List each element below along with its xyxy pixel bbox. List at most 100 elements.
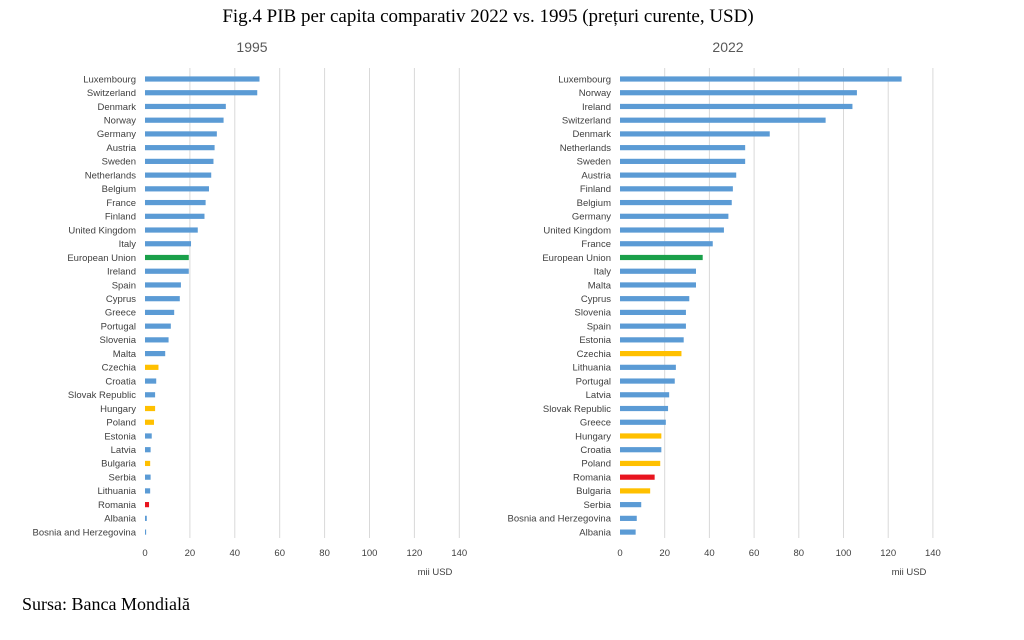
bar-finland (620, 186, 733, 192)
category-label: Switzerland (87, 88, 136, 99)
bar-poland (145, 419, 154, 425)
category-label: Bosnia and Herzegovina (32, 527, 136, 538)
chart-subtitle: 2022 (712, 39, 743, 55)
x-axis-label: mii USD (892, 567, 927, 578)
bar-slovenia (145, 337, 169, 343)
source-note: Sursa: Banca Mondială (22, 594, 190, 614)
category-label: Hungary (100, 404, 136, 415)
category-label: Spain (587, 321, 611, 332)
category-label: Latvia (586, 390, 612, 401)
x-axis-label: mii USD (418, 567, 453, 578)
bar-netherlands (620, 145, 746, 151)
category-label: Luxembourg (558, 74, 611, 85)
bar-spain (145, 282, 181, 288)
bar-cyprus (145, 296, 180, 302)
category-label: Slovenia (575, 308, 612, 319)
bar-luxembourg (620, 76, 902, 82)
bar-austria (620, 172, 737, 178)
x-tick-label: 80 (794, 548, 805, 559)
bar-czechia (620, 351, 682, 357)
bar-lithuania (145, 488, 151, 494)
category-label: Bosnia and Herzegovina (507, 514, 611, 525)
category-label: Malta (113, 349, 137, 360)
category-label: Romania (98, 500, 137, 511)
bar-latvia (145, 447, 151, 453)
category-label: Poland (106, 418, 136, 429)
bar-serbia (620, 502, 642, 508)
category-label: Czechia (577, 349, 612, 360)
category-label: France (106, 198, 136, 209)
category-label: Estonia (104, 431, 136, 442)
bar-lithuania (620, 364, 676, 370)
x-tick-label: 60 (749, 548, 760, 559)
bar-denmark (145, 103, 226, 110)
bar-bosnia-and-herzegovina (145, 529, 147, 535)
bar-ireland (145, 268, 189, 274)
x-tick-label: 0 (617, 548, 622, 559)
category-label: Norway (579, 88, 611, 99)
category-label: Romania (573, 472, 612, 483)
bar-finland (145, 213, 205, 219)
category-label: Austria (106, 143, 136, 154)
bar-belgium (620, 199, 732, 206)
category-label: Italy (594, 267, 612, 278)
x-tick-label: 140 (925, 548, 941, 559)
bar-greece (145, 309, 175, 316)
x-tick-label: 100 (836, 548, 852, 559)
category-label: European Union (542, 253, 611, 264)
category-label: Portugal (101, 321, 136, 332)
category-label: Norway (104, 115, 136, 126)
category-label: Estonia (579, 335, 611, 346)
category-label: United Kingdom (68, 225, 136, 236)
x-tick-label: 40 (704, 548, 715, 559)
bar-hungary (620, 433, 662, 439)
category-label: Belgium (102, 184, 136, 195)
bar-sweden (145, 158, 214, 164)
bar-slovenia (620, 309, 686, 316)
bar-slovak-republic (620, 405, 669, 412)
category-label: Italy (119, 239, 137, 250)
bar-bosnia-and-herzegovina (620, 515, 637, 521)
bar-estonia (620, 337, 684, 343)
category-label: Finland (105, 212, 136, 223)
x-tick-label: 120 (406, 548, 422, 559)
bar-france (145, 199, 206, 206)
bar-czechia (145, 364, 159, 370)
bar-estonia (145, 433, 152, 439)
category-label: Sweden (577, 157, 611, 168)
bar-albania (620, 529, 636, 535)
category-label: Croatia (105, 376, 136, 387)
bar-romania (620, 474, 655, 480)
category-label: Poland (581, 459, 611, 470)
category-label: Albania (579, 527, 611, 538)
category-label: Netherlands (560, 143, 611, 154)
bar-italy (620, 268, 696, 274)
chart-subtitle: 1995 (236, 39, 267, 55)
bar-spain (620, 323, 686, 329)
bar-latvia (620, 392, 670, 398)
bar-netherlands (145, 172, 212, 178)
category-label: France (581, 239, 611, 250)
category-label: Bulgaria (576, 486, 612, 497)
bar-norway (145, 117, 224, 123)
bar-poland (620, 460, 661, 467)
category-label: Hungary (575, 431, 611, 442)
category-label: Lithuania (97, 486, 136, 497)
category-label: Latvia (111, 445, 137, 456)
x-tick-label: 60 (274, 548, 285, 559)
category-label: Greece (580, 418, 611, 429)
category-label: Ireland (582, 102, 611, 113)
category-label: Lithuania (572, 363, 611, 374)
bar-croatia (145, 378, 157, 384)
x-tick-label: 120 (880, 548, 896, 559)
category-label: Cyprus (581, 294, 611, 305)
category-label: Malta (588, 280, 612, 291)
x-tick-label: 140 (451, 548, 467, 559)
bar-portugal (620, 378, 675, 384)
bar-malta (620, 282, 696, 288)
category-label: Germany (572, 212, 611, 223)
category-label: Albania (104, 514, 136, 525)
bar-malta (145, 351, 166, 357)
category-label: Serbia (109, 472, 137, 483)
